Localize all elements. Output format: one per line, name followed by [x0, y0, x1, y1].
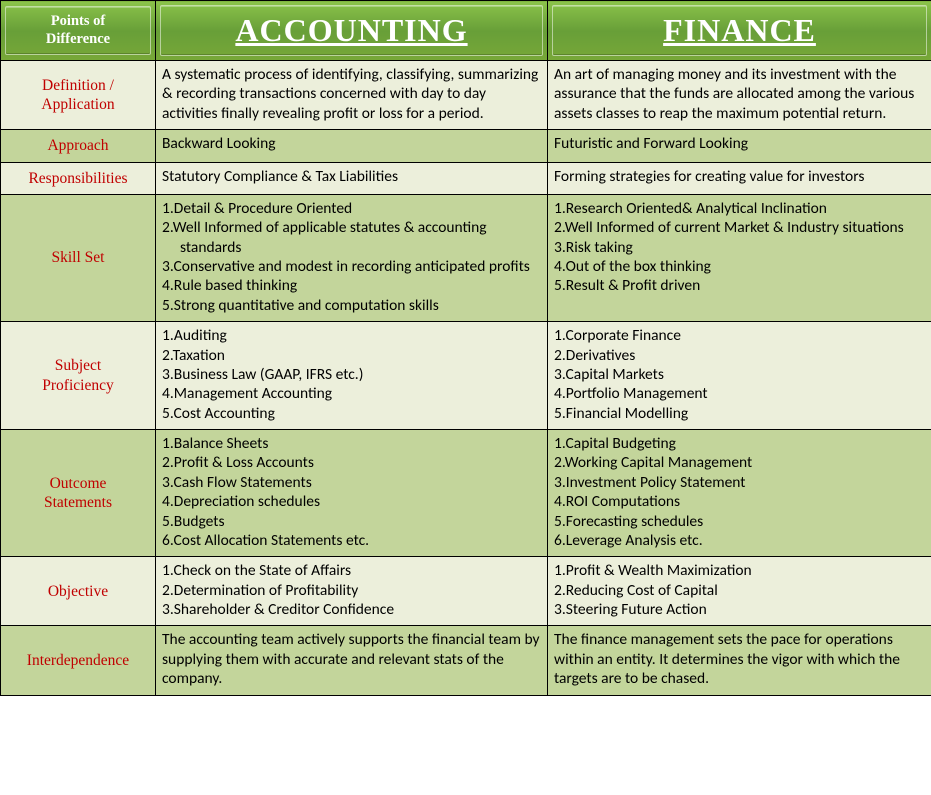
- pod-label-line2: Proficiency: [5, 376, 151, 395]
- list-item: Strong quantitative and computation skil…: [162, 296, 541, 315]
- list-item: Profit & Loss Accounts: [162, 453, 541, 472]
- finance-cell: The finance management sets the pace for…: [548, 626, 931, 695]
- header-finance-label: FINANCE: [663, 12, 816, 48]
- table-row: Interdependence The accounting team activ…: [1, 626, 931, 695]
- list-item: Steering Future Action: [554, 600, 925, 619]
- list-item: Rule based thinking: [162, 276, 541, 295]
- list-item: Capital Markets: [554, 365, 925, 384]
- finance-list: Profit & Wealth MaximizationReducing Cos…: [554, 561, 925, 619]
- list-item: Derivatives: [554, 346, 925, 365]
- pod-label-line2: Statements: [5, 493, 151, 512]
- pod-cell: Skill Set: [1, 194, 156, 321]
- list-item: Well Informed of applicable statutes & a…: [162, 218, 541, 257]
- list-item: Cost Accounting: [162, 404, 541, 423]
- list-item: Business Law (GAAP, IFRS etc.): [162, 365, 541, 384]
- pod-cell: Responsibilities: [1, 162, 156, 194]
- header-accounting-label: ACCOUNTING: [235, 12, 467, 48]
- header-points-line2: Difference: [8, 31, 148, 48]
- list-item: Budgets: [162, 512, 541, 531]
- accounting-cell: Backward Looking: [156, 130, 548, 162]
- pod-label-line1: Outcome: [5, 474, 151, 493]
- table-row: Skill SetDetail & Procedure OrientedWell…: [1, 194, 931, 321]
- table-row: Definition /ApplicationA systematic proc…: [1, 61, 931, 130]
- accounting-cell: A systematic process of identifying, cla…: [156, 61, 548, 130]
- list-item: Balance Sheets: [162, 434, 541, 453]
- accounting-cell: Check on the State of AffairsDeterminati…: [156, 557, 548, 626]
- accounting-cell: Detail & Procedure OrientedWell Informed…: [156, 194, 548, 321]
- header-accounting: ACCOUNTING: [156, 1, 548, 61]
- list-item: Portfolio Management: [554, 384, 925, 403]
- list-item: Shareholder & Creditor Confidence: [162, 600, 541, 619]
- finance-cell: Corporate FinanceDerivativesCapital Mark…: [548, 322, 931, 430]
- table-body: Definition /ApplicationA systematic proc…: [1, 61, 931, 696]
- finance-cell: Capital BudgetingWorking Capital Managem…: [548, 430, 931, 557]
- table-row: Responsibilities Statutory Compliance & T…: [1, 162, 931, 194]
- table-row: Objective Check on the State of AffairsDe…: [1, 557, 931, 626]
- finance-cell: Profit & Wealth MaximizationReducing Cos…: [548, 557, 931, 626]
- pod-label-line1: Approach: [5, 136, 151, 155]
- finance-cell: Futuristic and Forward Looking: [548, 130, 931, 162]
- finance-list: Research Oriented& Analytical Inclinatio…: [554, 199, 925, 296]
- finance-cell: Research Oriented& Analytical Inclinatio…: [548, 194, 931, 321]
- list-item: Profit & Wealth Maximization: [554, 561, 925, 580]
- pod-label-line1: Responsibilities: [5, 169, 151, 188]
- accounting-list: AuditingTaxationBusiness Law (GAAP, IFRS…: [162, 326, 541, 423]
- pod-label-line1: Subject: [5, 356, 151, 375]
- list-item: Out of the box thinking: [554, 257, 925, 276]
- pod-label-line2: Application: [5, 95, 151, 114]
- accounting-list: Balance SheetsProfit & Loss AccountsCash…: [162, 434, 541, 550]
- list-item: Reducing Cost of Capital: [554, 581, 925, 600]
- table-row: SubjectProficiencyAuditingTaxationBusine…: [1, 322, 931, 430]
- list-item: Determination of Profitability: [162, 581, 541, 600]
- accounting-cell: Balance SheetsProfit & Loss AccountsCash…: [156, 430, 548, 557]
- pod-label-line1: Skill Set: [5, 248, 151, 267]
- list-item: Leverage Analysis etc.: [554, 531, 925, 550]
- list-item: Working Capital Management: [554, 453, 925, 472]
- pod-label-line1: Objective: [5, 582, 151, 601]
- pod-cell: Definition /Application: [1, 61, 156, 130]
- accounting-list: Detail & Procedure OrientedWell Informed…: [162, 199, 541, 315]
- pod-cell: SubjectProficiency: [1, 322, 156, 430]
- list-item: Check on the State of Affairs: [162, 561, 541, 580]
- list-item: Well Informed of current Market & Indust…: [554, 218, 925, 237]
- accounting-list: Check on the State of AffairsDeterminati…: [162, 561, 541, 619]
- header-points-line1: Points of: [8, 13, 148, 30]
- list-item: Result & Profit driven: [554, 276, 925, 295]
- list-item: Detail & Procedure Oriented: [162, 199, 541, 218]
- header-points-of-difference: Points of Difference: [1, 1, 156, 61]
- pod-cell: Interdependence: [1, 626, 156, 695]
- list-item: Corporate Finance: [554, 326, 925, 345]
- list-item: Risk taking: [554, 238, 925, 257]
- header-finance: FINANCE: [548, 1, 931, 61]
- comparison-table: Points of Difference ACCOUNTING FINANCE …: [0, 0, 931, 696]
- accounting-cell: AuditingTaxationBusiness Law (GAAP, IFRS…: [156, 322, 548, 430]
- list-item: ROI Computations: [554, 492, 925, 511]
- list-item: Cost Allocation Statements etc.: [162, 531, 541, 550]
- list-item: Auditing: [162, 326, 541, 345]
- pod-cell: OutcomeStatements: [1, 430, 156, 557]
- table-row: Approach Backward LookingFuturistic and F…: [1, 130, 931, 162]
- pod-label-line1: Interdependence: [5, 651, 151, 670]
- finance-list: Capital BudgetingWorking Capital Managem…: [554, 434, 925, 550]
- list-item: Conservative and modest in recording ant…: [162, 257, 541, 276]
- list-item: Forecasting schedules: [554, 512, 925, 531]
- accounting-cell: The accounting team actively supports th…: [156, 626, 548, 695]
- list-item: Taxation: [162, 346, 541, 365]
- list-item: Cash Flow Statements: [162, 473, 541, 492]
- list-item: Capital Budgeting: [554, 434, 925, 453]
- list-item: Research Oriented& Analytical Inclinatio…: [554, 199, 925, 218]
- list-item: Financial Modelling: [554, 404, 925, 423]
- accounting-cell: Statutory Compliance & Tax Liabilities: [156, 162, 548, 194]
- pod-label-line1: Definition /: [5, 76, 151, 95]
- finance-cell: Forming strategies for creating value fo…: [548, 162, 931, 194]
- list-item: Management Accounting: [162, 384, 541, 403]
- list-item: Investment Policy Statement: [554, 473, 925, 492]
- finance-cell: An art of managing money and its investm…: [548, 61, 931, 130]
- pod-cell: Objective: [1, 557, 156, 626]
- finance-list: Corporate FinanceDerivativesCapital Mark…: [554, 326, 925, 423]
- pod-cell: Approach: [1, 130, 156, 162]
- table-row: OutcomeStatementsBalance SheetsProfit & …: [1, 430, 931, 557]
- list-item: Depreciation schedules: [162, 492, 541, 511]
- table-header: Points of Difference ACCOUNTING FINANCE: [1, 1, 931, 61]
